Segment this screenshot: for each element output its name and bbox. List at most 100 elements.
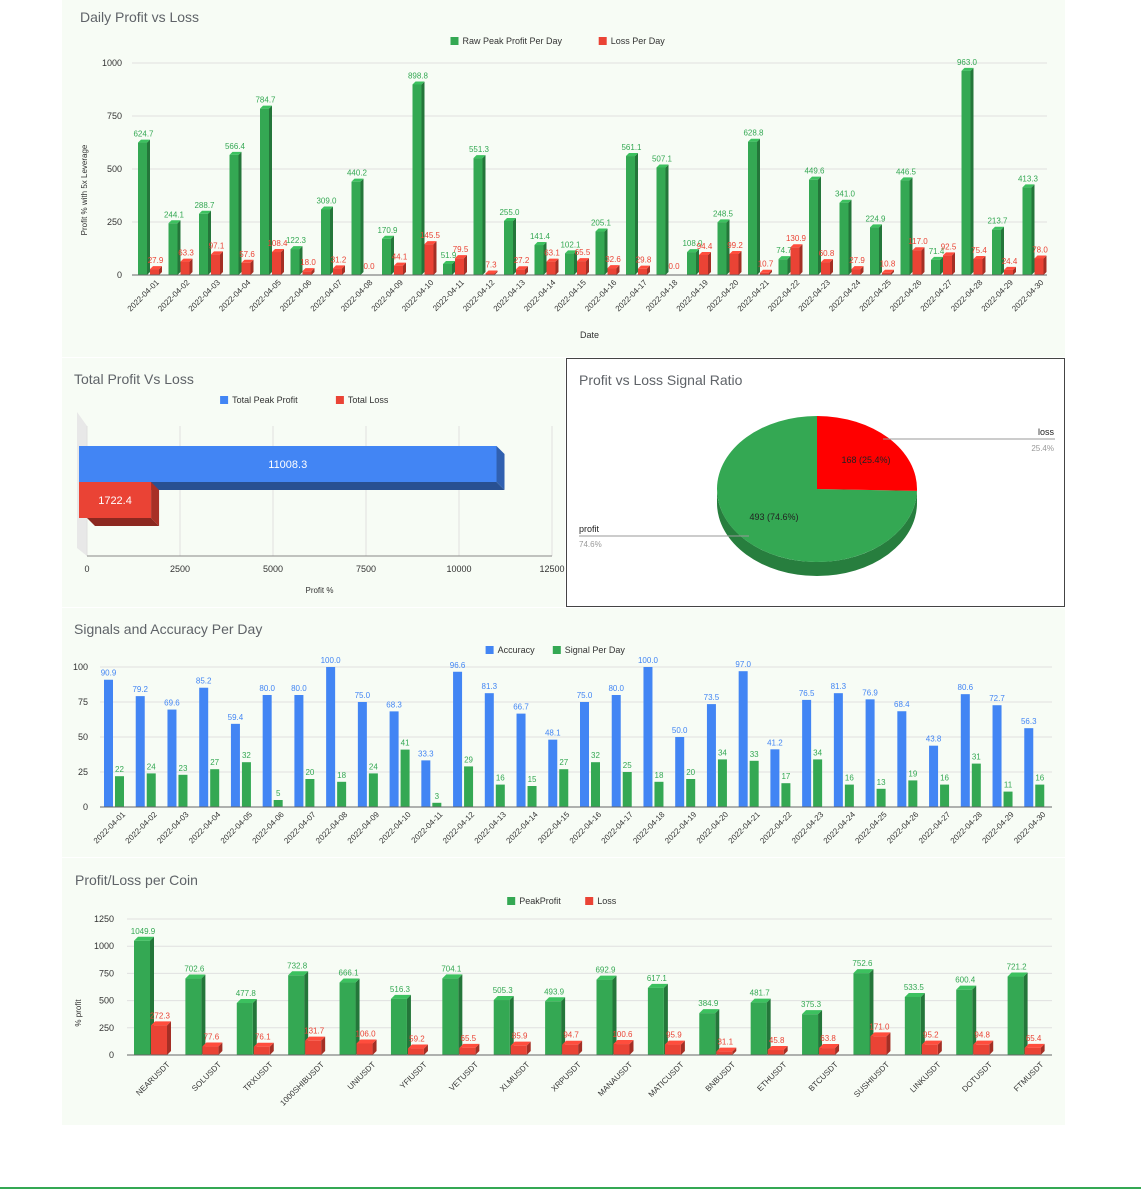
signal-data-label-18: 20 [686,768,695,777]
loss-bar-21-top [790,244,803,248]
loss-bar-24 [882,272,891,275]
loss-bar-12-side [525,266,528,275]
peak-profit-bar-11-side [715,1009,720,1055]
peak-profit-data-label-16: 600.4 [955,976,976,985]
accuracy-data-label-28: 72.7 [989,694,1005,703]
profit-bar-27-top [961,67,974,71]
loss-bar-19 [729,253,739,275]
loss-bar-4-side [281,249,284,275]
profit-data-label-4: 784.7 [255,96,276,105]
signal-bar-8 [368,773,378,807]
loss-bar-6-top [459,1043,480,1048]
accuracy-data-label-24: 76.9 [862,688,878,697]
peak-profit-bar-7-side [509,996,514,1055]
accuracy-data-label-25: 68.4 [894,700,910,709]
profit-bar-24-top [870,224,882,228]
signal-data-label-4: 32 [242,751,251,760]
signal-data-label-23: 16 [845,774,854,783]
signal-bar-0 [115,776,124,807]
loss-bar-2 [253,1046,270,1055]
accuracy-bar-26 [929,745,939,807]
signal-data-label-25: 19 [908,769,917,778]
loss-data-label-24: 10.8 [880,260,896,269]
profit-bar-4-top [260,105,272,109]
peak-profit-bar-3 [288,975,305,1055]
profit-bar-26 [931,259,940,275]
loss-data-label-9: 100.6 [612,1030,633,1039]
peak-profit-data-label-17: 721.2 [1007,963,1028,972]
coins-panel: Profit/Loss per Coin 0 250 500 750 1000 1250 1… [62,858,1065,1125]
loss-bar-12 [516,269,525,275]
peak-profit-bar-14-top [853,969,874,974]
legend-label-1: Signal Per Day [565,645,626,655]
loss-data-label-7: 85.9 [512,1032,528,1041]
loss-bar-7-side [526,1041,531,1055]
loss-bar-20-top [760,269,772,273]
x-tick-label-9: MANAUSDT [596,1060,634,1098]
peak-profit-bar-8-side [561,997,566,1055]
profit-bar-12-side [513,217,516,275]
profit-bar-14-side [574,250,577,275]
signal-bar-6 [305,779,315,807]
loss-data-label-7: 0.0 [363,262,375,271]
loss-bar-11 [716,1051,733,1055]
peak-profit-bar-12 [750,1002,767,1055]
signal-bar-29 [1035,784,1045,807]
profit-bar-9-side [421,81,425,275]
loss-bar-27 [973,259,983,275]
x-tick-label-1: SOLUSDT [190,1060,223,1093]
accuracy-bar-21 [770,749,780,807]
loss-bar-15-side [937,1040,942,1055]
x-tick-label-10: 2022-04-11 [410,810,445,845]
loss-data-label-16: 94.8 [974,1031,990,1040]
profit-bar-16-top [626,153,638,157]
profit-bar-29-top [1022,184,1035,188]
profit-bar-22-side [818,176,821,275]
loss-bar-17-side [1040,1043,1045,1055]
loss-data-label-1: 77.6 [204,1033,220,1042]
loss-bar-4 [356,1043,373,1055]
signal-data-label-10: 3 [435,792,440,801]
loss-bar-22-top [821,259,833,263]
x-tick-label-0: NEARUSDT [134,1060,172,1098]
signal-data-label-22: 34 [813,748,822,757]
loss-bar-13-top [546,258,559,262]
profit-bar-29-side [1031,184,1035,275]
signal-bar-1 [146,773,156,807]
profit-bar-7-top [351,178,364,182]
peak-profit-data-label-6: 704.1 [441,964,462,973]
profit-bar-9 [412,84,422,275]
loss-data-label-1: 63.3 [178,249,194,258]
legend-swatch-1 [552,646,561,654]
profit-bar-6-top [321,206,333,210]
loss-data-label-5: 59.2 [409,1035,425,1044]
profit-bar-2 [199,213,208,275]
loss-data-label-20: 10.7 [758,260,774,269]
loss-bar-28-top [1004,266,1016,270]
accuracy-bar-1 [135,696,145,807]
loss-data-label-10: 95.9 [666,1031,682,1040]
peak-profit-data-label-1: 702.6 [184,965,205,974]
signal-data-label-19: 34 [718,748,727,757]
accuracy-data-label-17: 100.0 [638,656,659,665]
peak-profit-bar-4-top [339,978,360,983]
legend-label-1: Loss [597,896,617,906]
signal-bar-26 [940,784,950,807]
profit-bar-25 [900,180,910,275]
accuracy-data-label-22: 76.5 [799,689,815,698]
signal-data-label-17: 18 [655,771,664,780]
accuracy-bar-5 [262,695,272,807]
loss-bar-16-top [638,265,650,269]
loss-bar-18-side [708,251,711,275]
peak-profit-bar-4-side [355,978,360,1055]
x-tick-label-20: 2022-04-21 [727,810,763,846]
loss-bar-19-side [738,250,742,275]
profit-data-label-1: 244.1 [164,210,185,219]
accuracy-data-label-1: 79.2 [132,685,148,694]
x-tick-label-6: 2022-04-07 [282,810,318,846]
accuracy-bar-19 [706,704,716,807]
signal-data-label-5: 5 [276,789,281,798]
x-tick-label-8: 2022-04-09 [346,810,382,846]
loss-bar-15-side [616,265,620,275]
x-tick-label-16: 2022-04-17 [600,810,636,846]
